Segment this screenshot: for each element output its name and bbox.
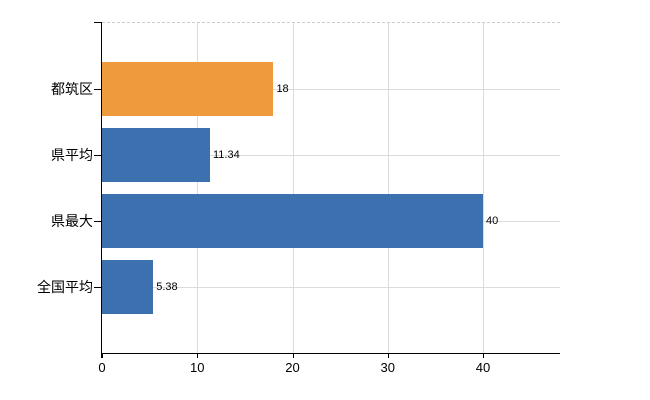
x-axis-line [101,353,560,354]
y-axis-line [101,22,102,358]
x-tick-label: 10 [190,360,205,375]
x-axis-tick [387,353,389,358]
bar-都筑区 [102,62,274,116]
y-axis-top-tick [94,22,101,23]
bar-value-label: 18 [276,83,289,95]
bar-value-label: 11.34 [213,149,240,161]
category-label: 全国平均 [37,279,93,295]
category-tick [94,287,101,288]
x-tick-label: 30 [380,360,395,375]
x-gridline [292,22,294,353]
x-axis-tick [292,353,294,358]
bar-value-label: 5.38 [156,281,178,293]
category-label: 都筑区 [51,81,93,97]
category-tick [94,155,101,156]
x-tick-label: 20 [285,360,300,375]
category-label: 県最大 [51,213,93,229]
bar-県平均 [102,128,210,182]
plot-top-border [102,22,560,23]
y-gridline [102,89,560,90]
x-gridline [483,22,484,353]
x-gridline [197,22,199,353]
x-axis-tick [197,353,199,358]
x-axis-tick [483,353,484,358]
bar-value-label: 40 [486,215,499,227]
y-gridline [102,287,560,288]
x-axis-tick [102,353,103,358]
x-tick-label: 0 [98,360,106,375]
category-tick [94,89,101,90]
x-tick-label: 40 [475,360,491,375]
x-gridline [387,22,389,353]
y-gridline [102,155,560,156]
bar-県最大 [102,194,483,248]
bar-全国平均 [102,260,154,314]
category-label: 県平均 [51,147,93,163]
category-tick [94,221,101,222]
